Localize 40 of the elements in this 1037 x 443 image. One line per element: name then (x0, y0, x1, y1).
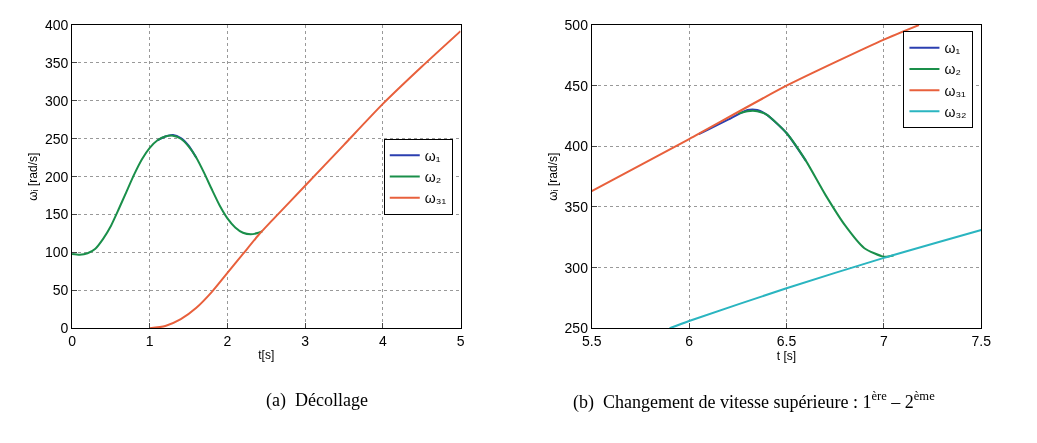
legend-label: ω₃₂ (944, 103, 967, 120)
x-tick-label: 6 (685, 333, 694, 350)
y-tick-label: 350 (44, 54, 69, 71)
x-tick-label: 3 (301, 333, 310, 350)
y-tick-label: 300 (44, 92, 69, 109)
legend-label: ω₃₁ (424, 190, 447, 207)
line-series (736, 109, 895, 258)
text: (b) Changement de vitesse supérieure : 1$^{ère}$ – 2$^{ème}$ (573, 389, 936, 413)
x-tick-label: 2 (223, 333, 232, 350)
x-tick-label: 4 (378, 333, 387, 350)
x-axis-title: t [s] (776, 349, 797, 364)
legend-label: ω₁ (424, 147, 441, 164)
legend-label: ω₂ (944, 61, 961, 78)
y-axis-title: ωᵢ [rad/s] (26, 152, 41, 201)
x-tick-label: 6.5 (776, 333, 797, 350)
line-series (591, 25, 920, 193)
y-tick-label: 400 (564, 138, 589, 155)
line-series (148, 30, 461, 329)
y-tick-label: 250 (44, 130, 69, 147)
legend-label: ω₃₁ (944, 82, 967, 99)
x-tick-label: 5 (456, 333, 465, 350)
x-tick-label: 1 (145, 333, 154, 350)
x-tick-label: 7.5 (971, 333, 992, 350)
y-tick-label: 100 (44, 244, 69, 261)
y-tick-label: 350 (564, 198, 589, 215)
x-axis-title: t[s] (258, 347, 275, 362)
legend-label: ω₁ (944, 40, 961, 57)
y-tick-label: 500 (564, 16, 589, 33)
legend-label: ω₂ (424, 168, 442, 185)
x-tick-label: 7 (879, 333, 888, 350)
line-series (668, 229, 982, 329)
y-tick-label: 400 (44, 16, 69, 33)
y-axis-title: ωᵢ [rad/s] (545, 152, 560, 201)
y-tick-label: 0 (60, 320, 69, 337)
y-tick-label: 50 (52, 282, 69, 299)
y-tick-label: 150 (44, 206, 69, 223)
text: (a) Décollage (266, 390, 368, 411)
y-tick-label: 200 (44, 168, 69, 185)
y-tick-label: 450 (564, 77, 589, 94)
y-tick-label: 300 (564, 259, 589, 276)
